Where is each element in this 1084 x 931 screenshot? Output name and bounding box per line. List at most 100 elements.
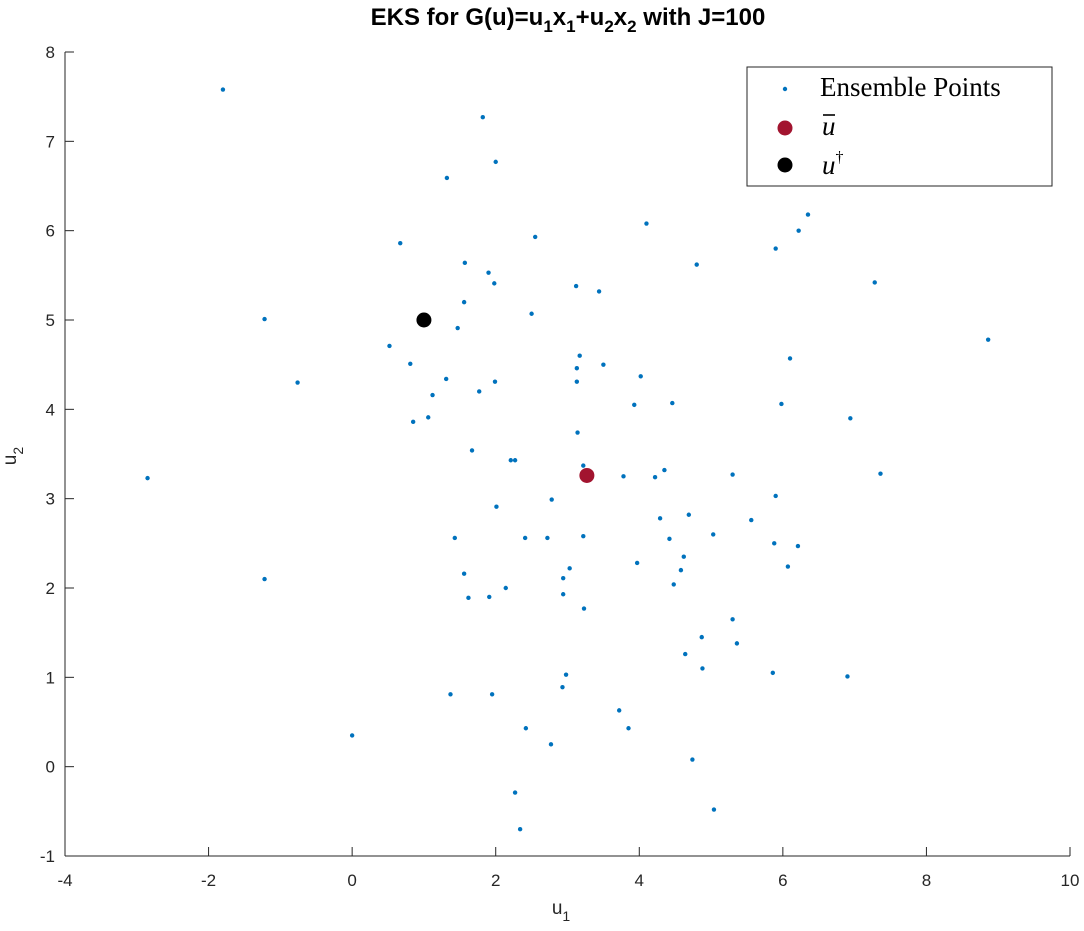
legend-mean-marker [777, 120, 793, 136]
legend-box [746, 66, 1053, 187]
ensemble-point [779, 401, 784, 407]
ensemble-point [567, 566, 572, 571]
ensemble-point [657, 516, 663, 521]
y-tick-label: 8 [46, 43, 55, 62]
ensemble-point [512, 790, 518, 795]
ensemble-point [145, 475, 150, 481]
ensemble-point [262, 316, 267, 322]
ensemble-point [444, 175, 450, 181]
ensemble-point [596, 289, 602, 294]
x-tick-label: 10 [1061, 871, 1080, 890]
ensemble-point [493, 159, 498, 165]
truth-point [416, 312, 432, 328]
ensemble-point [529, 311, 534, 316]
x-tick-label: 8 [922, 871, 931, 890]
ensemble-point [548, 742, 554, 747]
x-ticks: -4 -2 0 2 4 6 8 10 [57, 847, 1079, 890]
ensemble-point [560, 592, 566, 597]
ensemble-point [667, 536, 672, 542]
ensemble-point [492, 281, 497, 286]
ensemble-point [601, 362, 606, 367]
ensemble-point [638, 374, 643, 379]
ensemble-point [773, 246, 778, 251]
highlight-points [416, 312, 595, 483]
ensemble-point [787, 356, 793, 361]
legend-ensemble-marker [782, 86, 788, 92]
ensemble-point [581, 463, 586, 468]
ensemble-point [508, 458, 513, 463]
ensemble-point [486, 270, 491, 275]
legend-ensemble-label: Ensemble Points [820, 72, 1001, 102]
ensemble-point [461, 571, 467, 576]
legend-truth-label: u† [822, 149, 844, 180]
ensemble-point [517, 827, 523, 832]
mean-point [579, 467, 595, 483]
ensemble-point [461, 299, 467, 305]
chart-title: EKS for G(u)=u1x1+u2x2 with J=100 [371, 4, 766, 36]
ensemble-point [795, 543, 801, 549]
ensemble-point [532, 234, 538, 240]
ensemble-point [560, 684, 565, 690]
ensemble-point [785, 564, 791, 569]
ensemble-point [492, 379, 498, 384]
x-tick-label: -4 [57, 871, 72, 890]
ensemble-points-series [145, 87, 991, 832]
y-tick-label: 3 [46, 490, 55, 509]
ensemble-point [466, 595, 471, 601]
ensemble-point [349, 733, 355, 738]
x-tick-label: 4 [635, 871, 644, 890]
ensemble-point [686, 512, 692, 517]
ensemble-point [477, 389, 482, 394]
ensemble-point [699, 634, 704, 640]
ensemble-point [985, 337, 991, 342]
ensemble-point [220, 87, 226, 92]
y-tick-label: 0 [46, 758, 55, 777]
ensemble-point [845, 674, 850, 679]
y-tick-label: 2 [46, 579, 55, 598]
ensemble-point [773, 493, 778, 499]
ensemble-point [512, 458, 518, 463]
ensemble-point [711, 532, 716, 537]
y-tick-label: 7 [46, 132, 55, 151]
ensemble-point [469, 448, 475, 453]
ensemble-point [581, 606, 587, 611]
y-tick-label: 6 [46, 222, 55, 241]
ensemble-point [621, 474, 626, 479]
ensemble-point [644, 221, 649, 226]
ensemble-point [626, 726, 631, 731]
ensemble-point [549, 497, 554, 502]
ensemble-point [295, 380, 300, 385]
ensemble-point [523, 726, 529, 731]
ensemble-point [430, 392, 435, 398]
y-tick-label: 5 [46, 311, 55, 330]
ensemble-point [805, 212, 811, 217]
x-tick-label: -2 [201, 871, 216, 890]
ensemble-point [690, 757, 695, 762]
ensemble-point [560, 575, 566, 581]
ensemble-point [574, 379, 580, 384]
ensemble-point [711, 807, 717, 812]
ensemble-point [634, 560, 640, 566]
x-tick-label: 6 [778, 871, 787, 890]
legend-truth-marker [777, 157, 793, 173]
plot-area [64, 52, 1070, 857]
ensemble-point [700, 666, 705, 671]
ensemble-point [575, 430, 580, 435]
ensemble-point [494, 504, 499, 509]
ensemble-point [770, 670, 776, 676]
ensemble-point [408, 361, 413, 366]
ensemble-point [694, 262, 699, 267]
ensemble-point [398, 240, 403, 246]
ensemble-point [632, 402, 637, 408]
ensemble-point [683, 651, 688, 657]
ensemble-point [577, 353, 582, 358]
ensemble-point [443, 376, 449, 382]
ensemble-point [426, 415, 431, 420]
ensemble-point [678, 567, 684, 573]
legend-mean-label: u [822, 111, 836, 141]
ensemble-point [452, 535, 457, 541]
y-ticks: -1 0 1 2 3 4 5 6 7 8 [40, 43, 74, 866]
y-tick-label: -1 [40, 847, 55, 866]
ensemble-point [730, 617, 735, 622]
